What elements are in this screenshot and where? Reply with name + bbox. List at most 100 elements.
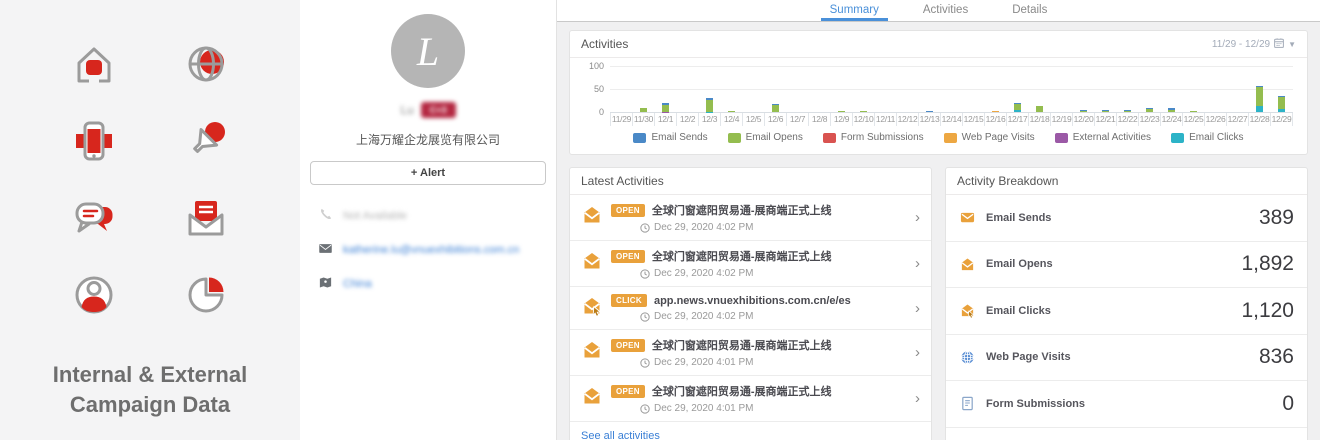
chart-plot	[610, 66, 1293, 113]
email-open-icon	[584, 342, 600, 358]
location-row: China	[318, 275, 546, 293]
pie-chart-icon	[182, 271, 230, 324]
megaphone-icon	[182, 117, 230, 170]
activities-chart: 0 50 100 11/29 11/30 12/1 12/2 12/3 12/4 12/5 12/…	[570, 58, 1307, 154]
legend-swatch	[1054, 132, 1068, 143]
email-open-icon	[584, 388, 600, 404]
breakdown-value: 1,892	[1241, 252, 1294, 276]
tab-details[interactable]: Details	[1012, 4, 1048, 16]
activity-row[interactable]: OPEN 全球门窗遮阳贸易通-展商端正式上线 Dec 29, 2020 4:02 P…	[570, 195, 931, 241]
legend-swatch	[633, 132, 647, 143]
panel-caption: Internal & External Campaign Data	[52, 362, 248, 417]
legend-email-sends[interactable]: Email Sends	[633, 132, 708, 143]
tab-bar: Summary Activities Details	[557, 0, 1320, 22]
activity-row[interactable]: OPEN 全球门窗遮阳贸易通-展商端正式上线 Dec 29, 2020 4:01 P…	[570, 376, 931, 422]
chat-icon	[70, 194, 118, 247]
bar-12-25	[1183, 111, 1205, 112]
chevron-right-icon: ›	[915, 255, 920, 272]
mail-open-icon	[182, 194, 230, 247]
legend-external-activities[interactable]: External Activities	[1054, 132, 1151, 143]
activity-type-badge: CLICK	[611, 294, 647, 307]
activity-type-badge: OPEN	[611, 203, 645, 217]
icon-grid	[38, 40, 262, 324]
chevron-right-icon: ›	[915, 344, 920, 361]
calendar-icon	[1274, 37, 1284, 51]
mobile-icon	[70, 117, 118, 170]
chart-bars	[610, 66, 1293, 112]
email-sends-icon	[960, 213, 975, 223]
activity-title: 全球门窗遮阳贸易通-展商端正式上线	[651, 205, 832, 217]
legend-form-submissions[interactable]: Form Submissions	[822, 132, 924, 143]
latest-activities-title: Latest Activities	[581, 174, 664, 188]
breakdown-row-email-clicks: Email Clicks 1,120	[946, 288, 1307, 335]
activity-breakdown-list: Email Sends 389 Email Opens 1,892 Email Clic…	[946, 195, 1307, 440]
activity-timestamp: Dec 29, 2020 4:02 PM	[654, 311, 754, 322]
breakdown-row-external-activities: External Activities159	[946, 428, 1307, 440]
breakdown-label: Email Clicks	[986, 304, 1051, 317]
breakdown-row-email-opens: Email Opens 1,892	[946, 242, 1307, 288]
activity-timestamp: Dec 29, 2020 4:01 PM	[654, 357, 754, 368]
email-row: katherine.lu@vnuexhibitions.com.cn	[318, 241, 546, 259]
activity-timestamp: Dec 29, 2020 4:02 PM	[654, 222, 754, 233]
contact-score-badge: C+3	[420, 102, 456, 118]
legend-swatch	[822, 132, 836, 143]
bar-12-28	[1249, 85, 1271, 112]
date-range-selector[interactable]: 11/29 - 12/29 ▼	[1212, 37, 1296, 51]
activity-type-badge: OPEN	[611, 384, 645, 398]
bar-12-17	[1007, 102, 1029, 112]
email-link[interactable]: katherine.lu@vnuexhibitions.com.cn	[343, 244, 520, 256]
activity-breakdown-title: Activity Breakdown	[957, 174, 1059, 188]
breakdown-label: Form Submissions	[986, 397, 1086, 410]
chevron-right-icon: ›	[915, 299, 920, 317]
form-submissions-icon	[962, 397, 973, 411]
breakdown-row-email-sends: Email Sends 389	[946, 195, 1307, 242]
activity-title: 全球门窗遮阳贸易通-展商端正式上线	[651, 386, 832, 398]
chevron-down-icon: ▼	[1288, 39, 1296, 49]
activity-title: app.news.vnuexhibitions.com.cn/e/es	[653, 294, 851, 307]
latest-activities-card: Latest Activities OPEN 全球门窗遮阳贸易通-展商端正式上线 D…	[569, 167, 932, 440]
bar-12-1	[654, 103, 676, 112]
bar-12-22	[1117, 110, 1139, 112]
contact-name-row: Lu C+3	[400, 102, 456, 118]
contact-name: Lu	[400, 103, 414, 117]
activity-type-badge: OPEN	[611, 249, 645, 263]
clock-icon	[640, 403, 650, 414]
legend-email-clicks[interactable]: Email Clicks	[1171, 132, 1244, 143]
bar-12-16	[985, 110, 1007, 112]
activities-card-title: Activities	[581, 37, 629, 51]
bar-12-13	[918, 110, 940, 112]
email-open-icon	[584, 253, 600, 269]
clock-icon	[640, 268, 650, 279]
activity-row[interactable]: CLICK app.news.vnuexhibitions.com.cn/e/es…	[570, 287, 931, 330]
chevron-right-icon: ›	[915, 209, 920, 226]
activity-timestamp: Dec 29, 2020 4:02 PM	[654, 268, 754, 279]
activity-row[interactable]: OPEN 全球门窗遮阳贸易通-展商端正式上线 Dec 29, 2020 4:02 P…	[570, 241, 931, 287]
breakdown-value: 0	[1282, 391, 1294, 415]
legend-swatch	[1171, 132, 1185, 143]
legend-swatch	[943, 132, 957, 143]
legend-email-opens[interactable]: Email Opens	[727, 132, 803, 143]
activity-breakdown-card: Activity Breakdown Email Sends 389 Email O…	[945, 167, 1308, 440]
phone-row: Not Available	[318, 207, 546, 225]
tab-summary[interactable]: Summary	[820, 0, 888, 21]
breakdown-label: Email Sends	[986, 211, 1052, 224]
breakdown-row-form-submissions: Form Submissions 0	[946, 381, 1307, 428]
globe-icon	[182, 40, 230, 93]
bar-12-10	[852, 110, 874, 112]
contact-details: Not Available katherine.lu@vnuexhibition…	[310, 207, 546, 293]
add-alert-button[interactable]: + Alert	[310, 161, 546, 185]
activity-type-badge: OPEN	[611, 338, 645, 352]
email-click-icon	[584, 297, 602, 317]
activities-card: Activities 11/29 - 12/29 ▼ 0 50 100	[569, 30, 1308, 155]
activity-timestamp: Dec 29, 2020 4:01 PM	[654, 403, 754, 414]
breakdown-label: Web Page Visits	[986, 351, 1071, 364]
tab-activities[interactable]: Activities	[922, 4, 969, 16]
bar-12-9	[830, 110, 852, 112]
activity-row[interactable]: OPEN 全球门窗遮阳贸易通-展商端正式上线 Dec 29, 2020 4:01 P…	[570, 330, 931, 376]
clock-icon	[640, 357, 650, 368]
location-link[interactable]: China	[343, 278, 372, 290]
email-opens-icon	[961, 258, 974, 270]
bar-12-23	[1139, 108, 1161, 112]
see-all-activities-link[interactable]: See all activities	[581, 430, 660, 440]
legend-web-page-visits[interactable]: Web Page Visits	[943, 132, 1035, 143]
